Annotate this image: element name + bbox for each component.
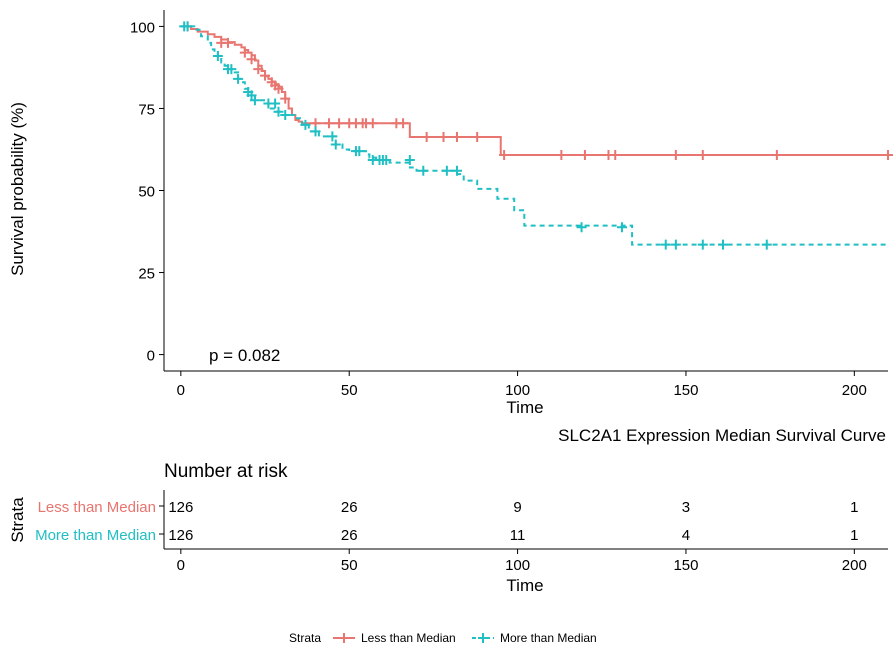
censor-mark-more [327, 131, 338, 142]
risk-row-label-less: Less than Median [38, 499, 156, 516]
censor-mark-less [222, 37, 233, 48]
censor-marks [179, 21, 893, 250]
legend-title: Strata [289, 631, 321, 645]
x-axis-title: Time [506, 398, 543, 417]
legend-item-more: More than Median [500, 631, 597, 645]
censor-mark-more [280, 110, 291, 121]
censor-mark-less [421, 132, 432, 143]
p-value-label: p = 0.082 [209, 346, 280, 365]
curve-more [180, 25, 888, 246]
censor-mark-more [418, 165, 429, 176]
y-ticks: 0 25 50 75 100 [130, 19, 164, 365]
risk-strata-title: Strata [8, 497, 27, 543]
survival-curves [180, 25, 888, 246]
censor-mark-more [660, 239, 671, 250]
censor-mark-more [270, 98, 281, 109]
censor-mark-less [239, 47, 250, 58]
censor-mark-more [249, 95, 260, 106]
x-tick-label: 200 [842, 382, 867, 399]
chart-title: SLC2A1 Expression Median Survival Curve [558, 426, 886, 445]
risk-table-title: Number at risk [164, 461, 288, 482]
x-tick-label: 50 [341, 382, 358, 399]
censor-mark-less [499, 150, 510, 161]
x-tick-label: 0 [177, 382, 185, 399]
censor-mark-less [771, 150, 782, 161]
legend-key-mark-less [339, 633, 349, 643]
censor-mark-more [226, 64, 237, 75]
x-tick-label: 150 [673, 382, 698, 399]
censor-mark-more [300, 119, 311, 130]
censor-mark-less [438, 132, 449, 143]
censor-mark-more [212, 50, 223, 61]
censor-mark-more [233, 73, 244, 84]
censor-mark-more [354, 146, 365, 157]
risk-count: 4 [682, 527, 690, 544]
censor-mark-more [761, 239, 772, 250]
risk-count: 126 [168, 527, 193, 544]
y-tick-label: 50 [138, 184, 155, 201]
censor-mark-less [556, 150, 567, 161]
risk-count: 126 [168, 499, 193, 516]
censor-mark-less [324, 118, 335, 129]
y-tick-label: 75 [138, 101, 155, 118]
risk-x-tick-label: 100 [505, 557, 530, 574]
y-axis-title: Survival probability (%) [8, 102, 27, 276]
censor-mark-less [610, 150, 621, 161]
risk-table: Number at risk Strata Less than Median 12… [8, 461, 888, 595]
censor-mark-more [670, 239, 681, 250]
censor-mark-more [717, 239, 728, 250]
risk-count: 1 [850, 527, 858, 544]
censor-mark-more [697, 239, 708, 250]
censor-mark-less [472, 132, 483, 143]
risk-count: 1 [850, 499, 858, 516]
main-plot: 0 25 50 75 100 0 50 100 150 200 p = 0.082 Surviv… [8, 10, 893, 417]
legend: Strata Less than Median More than Median [289, 631, 597, 645]
risk-count: 26 [341, 527, 358, 544]
censor-mark-less [670, 150, 681, 161]
censor-mark-more [441, 165, 452, 176]
censor-mark-more [310, 126, 321, 137]
legend-item-less: Less than Median [361, 631, 456, 645]
risk-x-tick-label: 150 [673, 557, 698, 574]
x-ticks: 0 50 100 150 200 [177, 371, 867, 399]
censor-mark-less [451, 132, 462, 143]
y-tick-label: 25 [138, 266, 155, 283]
censor-mark-more [616, 222, 627, 233]
censor-mark-less [273, 83, 284, 94]
risk-x-tick-label: 0 [177, 557, 185, 574]
y-tick-label: 0 [147, 348, 155, 365]
censor-mark-less [280, 93, 291, 104]
censor-mark-less [579, 150, 590, 161]
risk-x-axis-title: Time [506, 576, 543, 595]
risk-count: 9 [513, 499, 521, 516]
censor-mark-less [260, 70, 271, 81]
risk-row-label-more: More than Median [35, 527, 156, 544]
legend-key-mark-more [478, 633, 488, 643]
censor-mark-more [404, 154, 415, 165]
censor-mark-less [883, 150, 893, 161]
censor-mark-more [451, 165, 462, 176]
censor-mark-less [697, 150, 708, 161]
censor-mark-more [330, 139, 341, 150]
censor-mark-more [273, 106, 284, 117]
risk-count: 3 [682, 499, 690, 516]
risk-count: 26 [341, 499, 358, 516]
risk-count: 11 [510, 527, 526, 544]
risk-x-ticks: 0 50 100 150 200 [177, 549, 867, 574]
censor-mark-less [398, 118, 409, 129]
censor-mark-less [334, 118, 345, 129]
y-tick-label: 100 [130, 19, 155, 36]
censor-mark-less [253, 64, 264, 75]
curve-less [180, 25, 888, 157]
censor-mark-more [576, 222, 587, 233]
censor-mark-more [381, 154, 392, 165]
censor-mark-less [367, 118, 378, 129]
censor-mark-more [182, 21, 193, 32]
x-tick-label: 100 [505, 382, 530, 399]
censor-mark-less [246, 54, 257, 65]
risk-x-tick-label: 200 [842, 557, 867, 574]
risk-x-tick-label: 50 [341, 557, 358, 574]
